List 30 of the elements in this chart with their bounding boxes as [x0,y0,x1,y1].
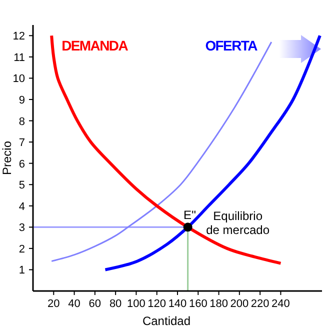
annotation: E'' [184,208,196,222]
x-tick-label: 140 [168,298,187,310]
x-tick-label: 160 [188,298,208,310]
series-label: DEMANDA [62,38,128,54]
x-tick-label: 220 [250,298,270,310]
y-tick-label: 10 [12,73,25,86]
x-tick-label: 200 [230,298,249,310]
x-tick-label: 20 [48,298,60,310]
y-tick-label: 5 [18,180,25,192]
x-tick-label: 240 [272,298,290,310]
y-tick-label: 2 [18,243,25,256]
x-tick-label: 180 [210,298,228,310]
y-tick-label: 3 [18,222,25,234]
y-tick-label: 11 [14,52,25,64]
y-axis-title: Precio [0,140,14,176]
annotation: Equilibrio de mercado [206,209,270,238]
x-tick-label: 40 [68,298,80,310]
y-tick-label: 7 [18,137,25,150]
y-tick-label: 6 [18,158,25,170]
x-axis-title: Cantidad [142,314,191,328]
x-tick-label: 100 [127,298,146,310]
x-tick-label: 80 [109,298,122,310]
y-tick-label: 4 [18,200,25,213]
legend-label: OFERTA [205,38,258,54]
y-tick-label: 9 [18,94,25,106]
y-tick-label: 8 [18,116,25,128]
y-tick-label: 12 [12,30,25,43]
x-tick-label: 120 [148,298,166,310]
x-tick-label: 60 [88,298,102,310]
y-tick-label: 1 [18,264,25,277]
